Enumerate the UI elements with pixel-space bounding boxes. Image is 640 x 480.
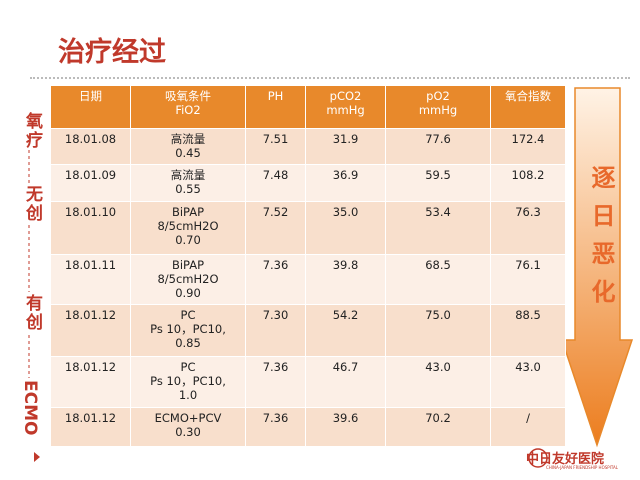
table-cell: 77.6: [385, 128, 491, 165]
table-cell: 7.36: [245, 407, 306, 447]
table-cell: 68.5: [385, 254, 491, 305]
data-table: 日期 吸氧条件 FiO2 PH pCO2 mmHg pO2 mmHg 氧合指数 18.01…: [50, 85, 566, 447]
table-cell: 36.9: [305, 164, 386, 202]
table-cell: 高流量 0.55: [130, 164, 246, 202]
table-cell: 76.3: [490, 201, 566, 255]
table-cell: PC Ps 10，PC10, 0.85: [130, 304, 246, 357]
stage-label: 有创: [22, 294, 42, 332]
table-row: 18.01.11 BiPAP 8/5cmH2O 0.90 7.36 39.8 68.5 7…: [50, 254, 566, 305]
column-header: 氧合指数: [490, 85, 566, 129]
table-cell: 7.36: [245, 254, 306, 305]
table-cell: 43.0: [490, 356, 566, 408]
table-cell: 39.8: [305, 254, 386, 305]
nav-arrow: [34, 452, 40, 462]
table-cell: 35.0: [305, 201, 386, 255]
column-header: PH: [245, 85, 306, 129]
column-header: 日期: [50, 85, 131, 129]
logo-icon: [528, 448, 548, 468]
table-cell: 7.51: [245, 128, 306, 165]
table-cell: 18.01.08: [50, 128, 131, 165]
table-cell: BiPAP 8/5cmH2O 0.70: [130, 201, 246, 255]
table-cell: 88.5: [490, 304, 566, 357]
logo-name: 中日友好医院: [526, 452, 605, 467]
table-cell: 75.0: [385, 304, 491, 357]
column-header: pCO2 mmHg: [305, 85, 386, 129]
table-cell: PC Ps 10，PC10, 1.0: [130, 356, 246, 408]
table-cell: 46.7: [305, 356, 386, 408]
table-row: 18.01.12 ECMO+PCV 0.30 7.36 39.6 70.2/: [50, 407, 566, 447]
table-cell: 18.01.12: [50, 407, 131, 447]
table-row: 18.01.08 高流量 0.45 7.51 31.9 77.6 172.4: [50, 128, 566, 165]
table-cell: 18.01.10: [50, 201, 131, 255]
slide-title: 治疗经过: [58, 37, 166, 68]
table-cell: 59.5: [385, 164, 491, 202]
table-cell: 18.01.09: [50, 164, 131, 202]
table-cell: 7.36: [245, 356, 306, 408]
table-cell: 7.30: [245, 304, 306, 357]
table-cell: 54.2: [305, 304, 386, 357]
table-cell: 高流量 0.45: [130, 128, 246, 165]
column-header: pO2 mmHg: [385, 85, 491, 129]
table-cell: 18.01.12: [50, 356, 131, 408]
table-cell: 18.01.12: [50, 304, 131, 357]
stage-label: 无创: [22, 185, 42, 223]
table-cell: 108.2: [490, 164, 566, 202]
table-cell: ECMO+PCV 0.30: [130, 407, 246, 447]
table-cell: /: [490, 407, 566, 447]
table-row: 18.01.10 BiPAP 8/5cmH2O 0.70 7.52 35.0 53.4 7…: [50, 201, 566, 255]
table-cell: 53.4: [385, 201, 491, 255]
trend-label: 逐日恶化: [587, 165, 615, 317]
table-row: 18.01.09 高流量 0.55 7.48 36.9 59.5 108.2: [50, 164, 566, 202]
table-cell: 43.0: [385, 356, 491, 408]
table-row: 18.01.12 PC Ps 10，PC10, 0.85 7.30 54.2 75.0 8…: [50, 304, 566, 357]
table-cell: 76.1: [490, 254, 566, 305]
header-row: 日期 吸氧条件 FiO2 PH pCO2 mmHg pO2 mmHg 氧合指数: [50, 85, 566, 129]
table-cell: 7.48: [245, 164, 306, 202]
table-row: 18.01.12 PC Ps 10，PC10, 1.0 7.36 46.7 43.0 43…: [50, 356, 566, 408]
table-cell: 172.4: [490, 128, 566, 165]
table-cell: 70.2: [385, 407, 491, 447]
table-cell: 39.6: [305, 407, 386, 447]
divider: [30, 77, 630, 79]
trend-arrow: [560, 87, 634, 448]
table-cell: 18.01.11: [50, 254, 131, 305]
table-cell: BiPAP 8/5cmH2O 0.90: [130, 254, 246, 305]
logo-subtitle: CHINA-JAPAN FRIENDSHIP HOSPITAL: [546, 465, 618, 470]
table-cell: 7.52: [245, 201, 306, 255]
table-cell: 31.9: [305, 128, 386, 165]
column-header: 吸氧条件 FiO2: [130, 85, 246, 129]
stage-label: 氧疗: [22, 112, 42, 150]
stage-label: ECMO: [20, 380, 40, 436]
